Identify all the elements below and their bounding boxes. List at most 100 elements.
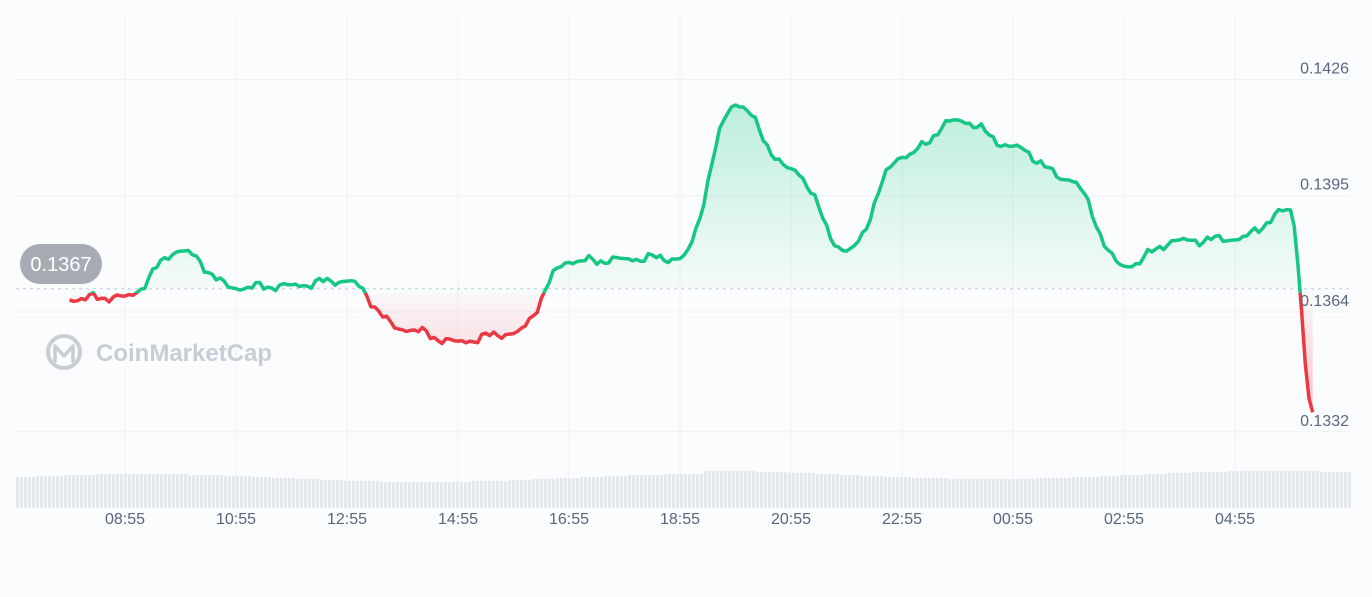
volume-bar: [780, 472, 783, 508]
volume-bar: [612, 476, 615, 508]
volume-bar: [712, 471, 715, 508]
volume-bar: [1000, 479, 1003, 508]
volume-bar: [632, 475, 635, 508]
volume-bar: [380, 482, 383, 508]
volume-bar: [1316, 471, 1319, 508]
volume-bar: [1212, 472, 1215, 508]
volume-bar: [700, 474, 703, 508]
volume-bar: [620, 476, 623, 508]
volume-bar: [764, 472, 767, 508]
volume-bar: [120, 474, 123, 508]
volume-bar: [444, 482, 447, 508]
volume-bar: [828, 474, 831, 508]
volume-bar: [844, 475, 847, 508]
volume-bar: [376, 481, 379, 508]
volume-bar: [1012, 479, 1015, 508]
volume-bar: [372, 481, 375, 508]
volume-bar: [1248, 471, 1251, 508]
volume-bar: [552, 479, 555, 508]
volume-bar: [1344, 472, 1347, 508]
volume-bar: [1028, 479, 1031, 508]
volume-bar: [1268, 471, 1271, 508]
volume-bar: [1080, 477, 1083, 508]
volume-bar: [864, 476, 867, 508]
volume-bar: [1088, 477, 1091, 508]
volume-bar: [688, 474, 691, 508]
volume-bar: [216, 475, 219, 508]
y-tick-label: 0.1364: [1300, 293, 1349, 310]
volume-bar: [508, 480, 511, 508]
volume-bar: [600, 477, 603, 508]
volume-bar: [256, 477, 259, 508]
volume-bar: [1304, 471, 1307, 508]
volume-bar: [360, 481, 363, 508]
volume-bar: [740, 471, 743, 508]
volume-bar: [1040, 478, 1043, 508]
volume-bar: [1068, 478, 1071, 508]
volume-bar: [532, 479, 535, 508]
volume-bar: [16, 477, 19, 508]
volume-bar: [1180, 473, 1183, 508]
volume-bar: [384, 482, 387, 508]
volume-bar: [724, 471, 727, 508]
volume-bar: [624, 476, 627, 508]
volume-bar: [852, 475, 855, 508]
volume-bar: [580, 477, 583, 508]
price-line-up: [88, 103, 1302, 293]
volume-bar: [1216, 472, 1219, 508]
volume-bar: [736, 471, 739, 508]
volume-bar: [1208, 472, 1211, 508]
volume-bar: [140, 474, 143, 508]
volume-bar: [808, 473, 811, 508]
volume-bar: [284, 478, 287, 508]
volume-bar: [976, 479, 979, 508]
volume-bar: [336, 480, 339, 508]
volume-bar: [20, 477, 23, 508]
volume-bar: [96, 474, 99, 508]
volume-bar: [456, 482, 459, 508]
volume-bar: [276, 478, 279, 508]
volume-bar: [1284, 471, 1287, 508]
volume-bar: [968, 479, 971, 508]
volume-bar: [1056, 478, 1059, 508]
volume-bar: [692, 474, 695, 508]
volume-bar: [132, 474, 135, 508]
volume-bar: [572, 478, 575, 508]
volume-bar: [628, 475, 631, 508]
volume-bar: [196, 475, 199, 508]
volume-bar: [300, 479, 303, 508]
volume-bar: [524, 480, 527, 508]
volume-bar: [988, 479, 991, 508]
volume-bar: [172, 474, 175, 508]
volume-bar: [292, 478, 295, 508]
volume-bar: [892, 477, 895, 508]
volume-bar: [428, 482, 431, 508]
volume-bar: [940, 478, 943, 508]
volume-bar: [308, 479, 311, 508]
volume-bar: [1292, 471, 1295, 508]
volume-bar: [144, 474, 147, 508]
volume-bar: [488, 481, 491, 508]
volume-bar: [680, 474, 683, 508]
volume-bar: [752, 471, 755, 508]
volume-bar: [268, 477, 271, 508]
volume-bar: [900, 477, 903, 508]
volume-bar: [480, 481, 483, 508]
volume-bar: [636, 475, 639, 508]
current-price-label: 0.1367: [30, 254, 91, 276]
volume-bar: [332, 480, 335, 508]
volume-bar: [424, 482, 427, 508]
volume-bar: [220, 475, 223, 508]
volume-bar: [124, 474, 127, 508]
grid: [16, 14, 1350, 508]
volume-bar: [1320, 472, 1323, 508]
volume-bar: [432, 482, 435, 508]
volume-bar: [548, 479, 551, 508]
volume-bar: [260, 477, 263, 508]
volume-bar: [516, 480, 519, 508]
volume-bar: [320, 480, 323, 508]
volume-bar: [1044, 478, 1047, 508]
watermark-text: CoinMarketCap: [96, 340, 272, 367]
